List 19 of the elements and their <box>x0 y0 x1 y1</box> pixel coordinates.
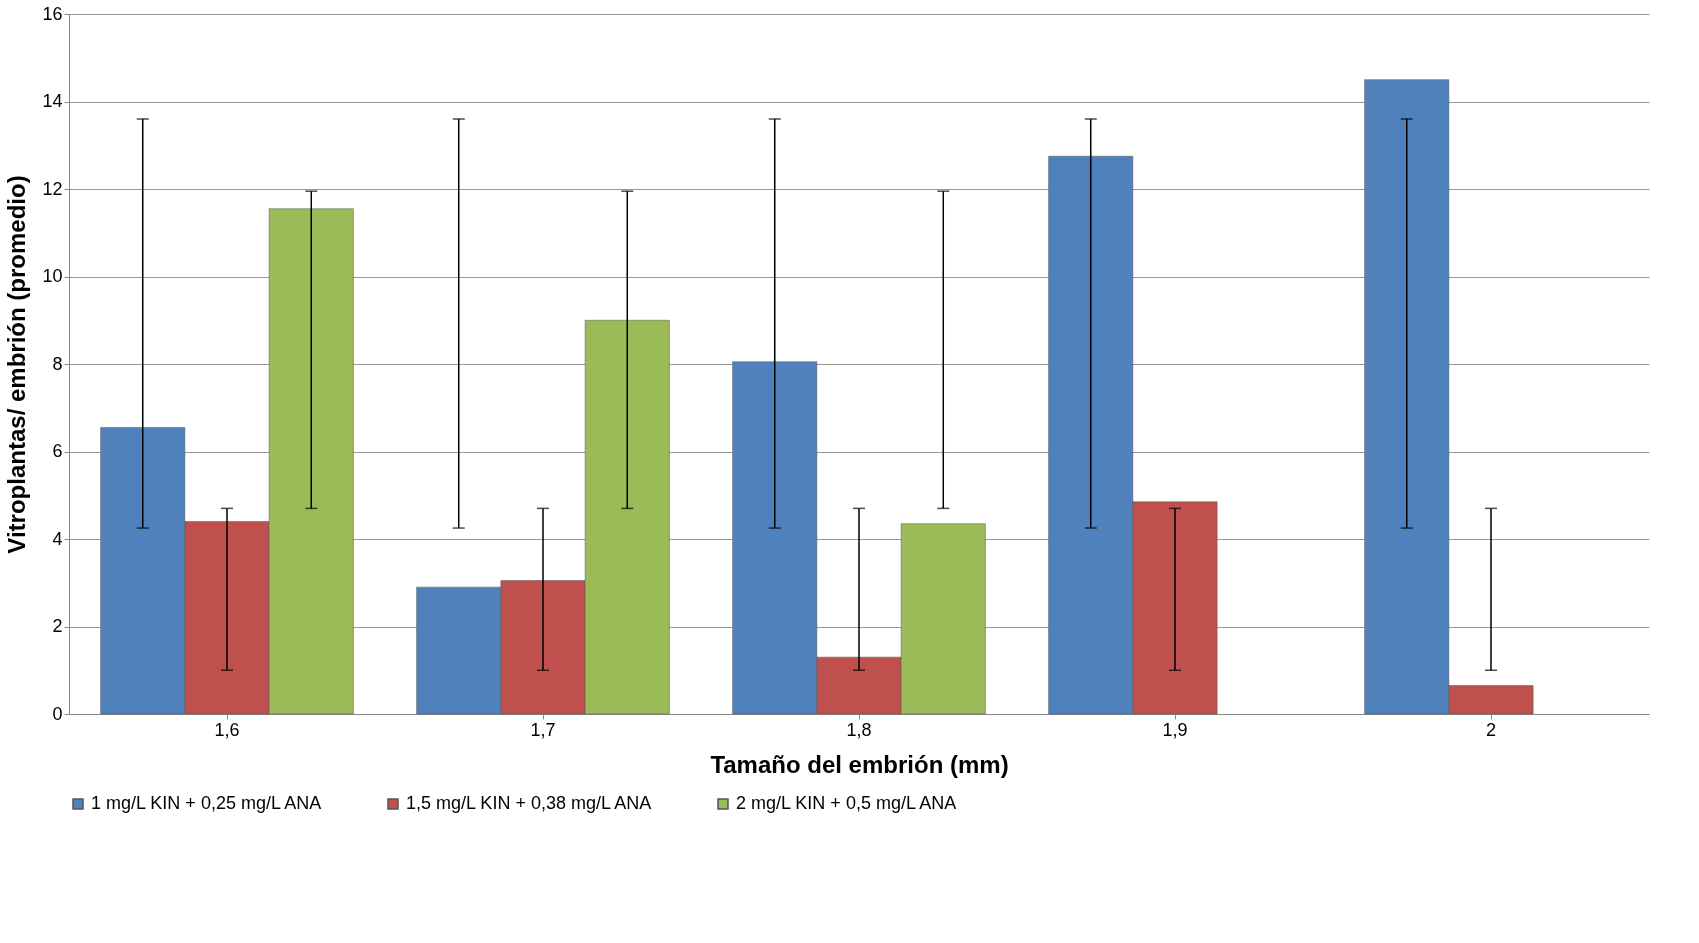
legend-label: 2 mg/L KIN + 0,5 mg/L ANA <box>736 793 957 813</box>
y-tick-label: 0 <box>52 703 63 724</box>
y-tick-label: 6 <box>52 441 63 461</box>
x-axis-title: Tamaño del embrión (mm) <box>710 750 1009 778</box>
y-tick-label: 8 <box>52 353 63 374</box>
x-tick-label: 1,8 <box>846 719 872 740</box>
y-axis-title: Vitroplantas/ embrión (promedio) <box>3 175 31 554</box>
y-tick-label: 2 <box>52 616 63 636</box>
y-tick-label: 12 <box>42 178 63 199</box>
y-tick-label: 10 <box>42 266 63 286</box>
x-tick-label: 1,9 <box>1162 719 1188 740</box>
x-tick-label: 1,6 <box>214 719 240 740</box>
y-tick-label: 4 <box>52 528 63 549</box>
x-tick-label: 1,7 <box>530 719 556 740</box>
legend-label: 1,5 mg/L KIN + 0,38 mg/L ANA <box>406 793 652 813</box>
x-tick-label: 2 <box>1485 719 1497 740</box>
y-tick-label: 16 <box>42 3 63 24</box>
legend-label: 1 mg/L KIN + 0,25 mg/L ANA <box>91 793 322 813</box>
y-tick-label: 14 <box>42 91 63 111</box>
